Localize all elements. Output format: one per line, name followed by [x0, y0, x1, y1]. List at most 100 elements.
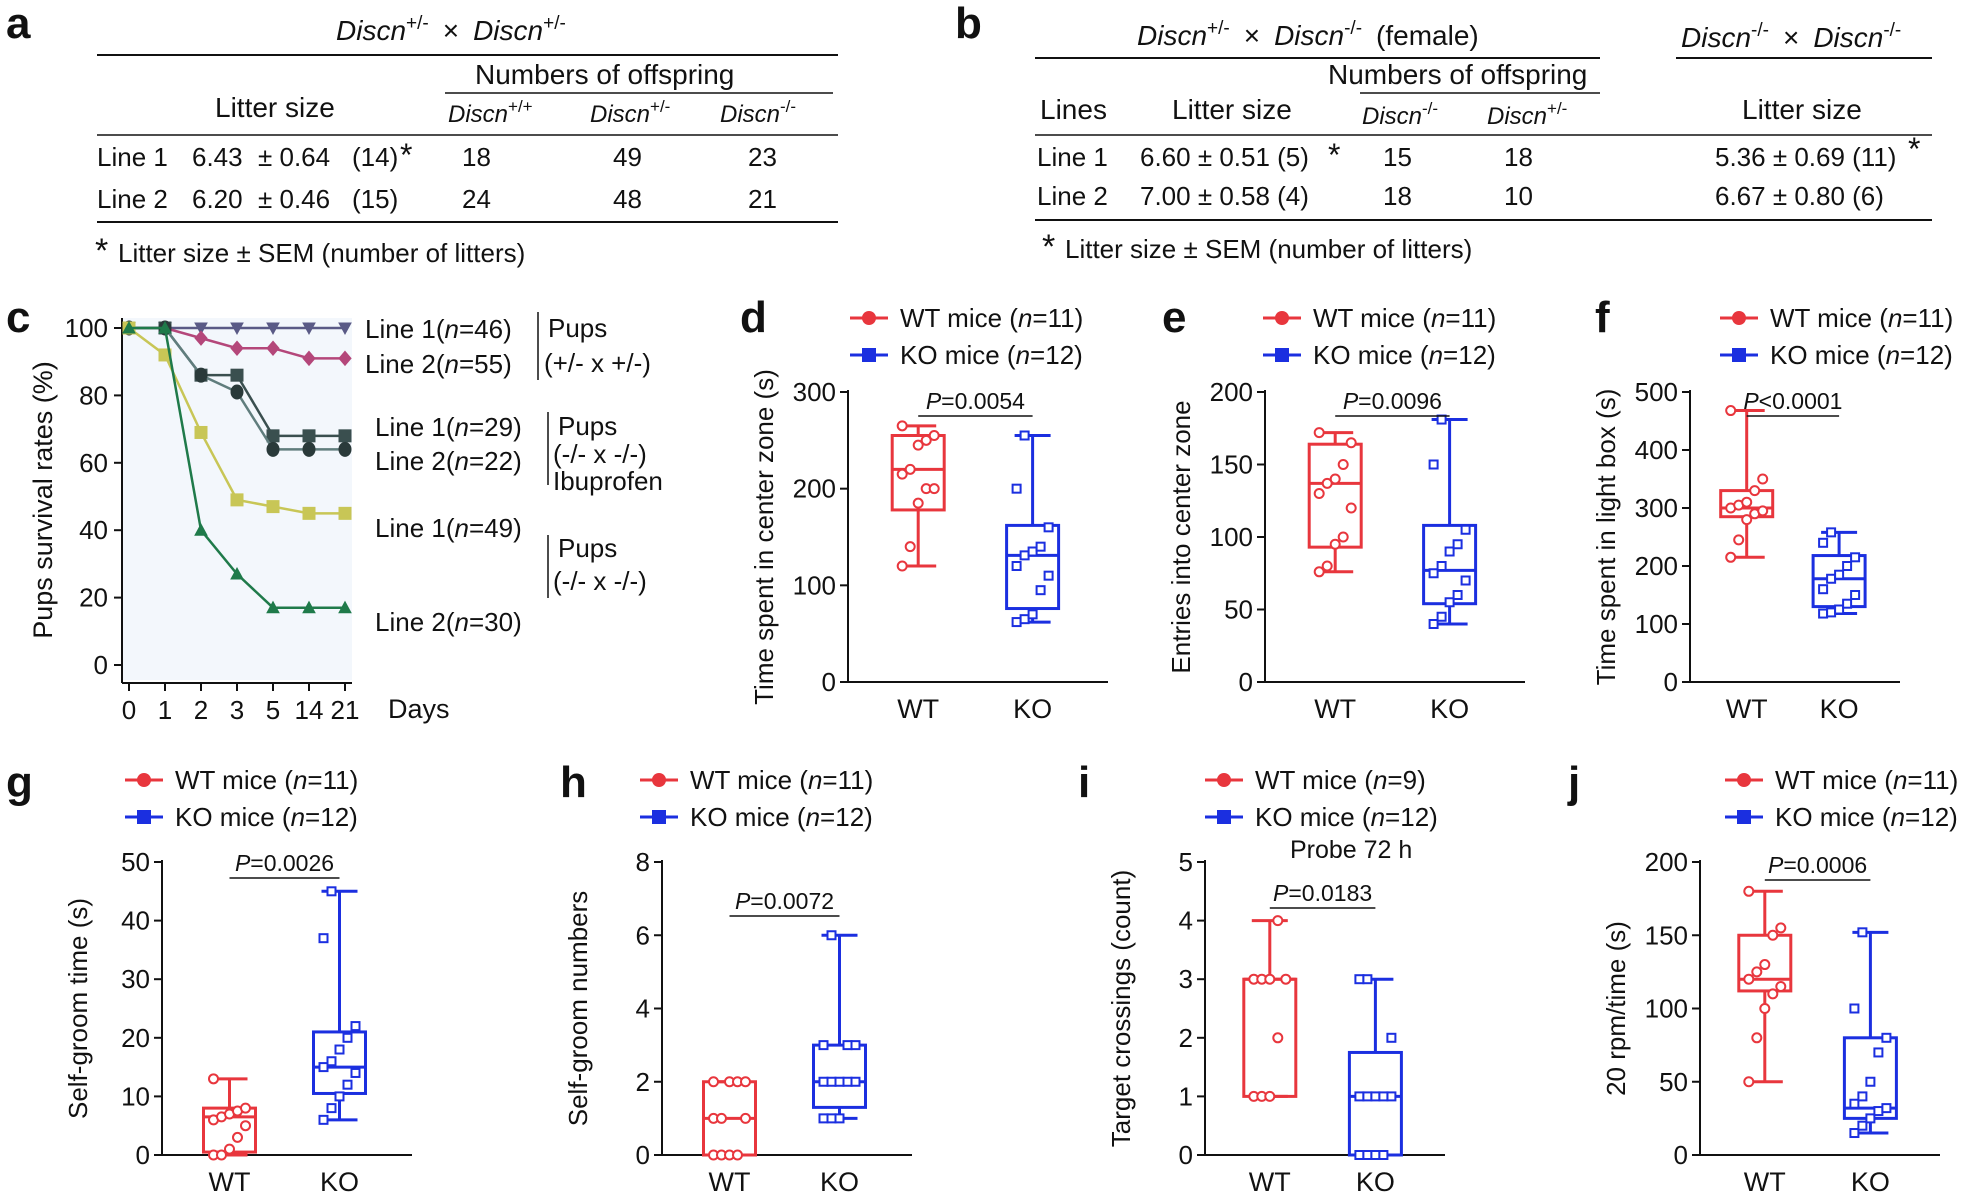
legend-ko-marker — [1217, 810, 1231, 824]
data-point — [230, 384, 244, 400]
data-point — [928, 430, 940, 441]
box-iqr — [1347, 1050, 1403, 1157]
data-point — [1313, 427, 1325, 439]
data-point — [1043, 570, 1054, 581]
data-point — [842, 1076, 853, 1087]
data-point — [338, 506, 352, 520]
y-tick-label: 0 — [94, 650, 108, 680]
data-point — [1857, 927, 1868, 938]
data-point — [1011, 561, 1022, 571]
legend-ko-marker — [1732, 348, 1746, 362]
x-tick-label: WT — [1744, 1167, 1786, 1195]
table-cell: 49 — [613, 142, 642, 172]
box-wt — [1242, 915, 1298, 1102]
panel-a-col-offspring: Numbers of offspring — [475, 59, 734, 90]
legend-wt-label: WT mice (n=11) — [1313, 303, 1496, 333]
legend-wt-label: WT mice (n=11) — [1770, 303, 1953, 333]
table-cell: ± 0.64 — [258, 142, 330, 172]
panel-a-geno-2: Discn+/- — [590, 97, 670, 128]
panel-c-y-ticks: 0 20 40 60 80 100 — [65, 313, 122, 680]
y-tick-label: 0 — [822, 667, 836, 697]
data-point — [1436, 561, 1447, 571]
data-point — [1849, 1098, 1860, 1109]
data-point — [1826, 573, 1837, 584]
x-tick-label: KO — [1820, 694, 1859, 724]
data-point — [230, 322, 244, 336]
data-point — [1444, 546, 1455, 557]
legend-ko-marker — [1275, 348, 1289, 362]
table-cell: 24 — [462, 184, 491, 214]
data-point — [194, 523, 208, 536]
x-tick-label: WT — [1249, 1167, 1291, 1195]
data-point — [1881, 1032, 1892, 1043]
panel-a-footnote: Litter size ± SEM (number of litters) — [118, 238, 525, 268]
table-cell: 23 — [748, 142, 777, 172]
y-tick-label: 10 — [121, 1081, 150, 1111]
data-point — [1452, 539, 1463, 550]
data-point — [1321, 560, 1333, 572]
box-ko — [1347, 974, 1403, 1160]
legend-ko-marker — [862, 348, 876, 362]
data-point — [1264, 973, 1276, 985]
data-point — [194, 425, 208, 439]
data-point — [1733, 534, 1745, 546]
data-point — [1873, 1106, 1884, 1117]
data-point — [1757, 473, 1769, 485]
data-point — [896, 420, 908, 432]
data-point — [1818, 584, 1829, 595]
y-tick-label: 50 — [121, 847, 150, 877]
table-cell: (15) — [352, 184, 398, 214]
box-wt — [1719, 405, 1775, 563]
x-tick-label: KO — [1430, 694, 1469, 724]
box-iqr — [1242, 977, 1298, 1098]
group-label: Pups — [558, 411, 617, 441]
y-tick-label: 50 — [1224, 595, 1253, 625]
legend-ko-label: KO mice (n=12) — [1775, 802, 1958, 832]
data-point — [818, 1040, 829, 1051]
y-tick-label: 200 — [1635, 551, 1678, 581]
group-label: (-/- x -/-) — [553, 566, 647, 596]
data-point — [912, 497, 924, 509]
table-cell: 6.67 ± 0.80 (6) — [1715, 181, 1884, 211]
panel-label-g: g — [6, 758, 33, 807]
data-point — [338, 441, 352, 457]
table-row: Line 2 7.00 ± 0.58 (4) 18 10 6.67 ± 0.80… — [1037, 181, 1884, 211]
panel-label-e: e — [1162, 293, 1186, 342]
y-tick-label: 0 — [136, 1140, 150, 1170]
legend-ko-label: KO mice (n=12) — [1313, 340, 1496, 370]
data-point — [1725, 551, 1737, 563]
y-tick-label: 2 — [1179, 1023, 1193, 1053]
table-cell: Line 2 — [97, 184, 168, 214]
data-point — [1857, 1120, 1868, 1131]
box-ko — [1422, 414, 1478, 629]
box-ko — [1005, 430, 1061, 628]
y-tick-label: 20 — [121, 1023, 150, 1053]
y-tick-label: 1 — [1179, 1081, 1193, 1111]
data-point — [318, 1114, 329, 1125]
legend-ko-marker — [137, 810, 151, 824]
y-tick-label: 4 — [1179, 906, 1193, 936]
data-point — [266, 441, 280, 457]
data-point — [1272, 915, 1284, 927]
data-point — [1362, 1091, 1373, 1102]
series-label: Line 2(n=22) — [375, 446, 522, 476]
panel-b-table: Discn+/- × Discn-/- (female) Discn-/- × Discn… — [1035, 18, 1932, 266]
y-tick-label: 5 — [1179, 847, 1193, 877]
group-label: (-/- x -/-) — [553, 439, 647, 469]
data-point — [216, 1149, 227, 1161]
table-cell: * — [400, 137, 412, 173]
x-tick-label: 0 — [122, 695, 136, 725]
data-point — [1759, 959, 1771, 971]
data-point — [1035, 585, 1046, 596]
panel-a-geno-3: Discn-/- — [720, 97, 796, 128]
data-point — [818, 1113, 829, 1124]
data-point — [1743, 885, 1755, 897]
panel-b-col-lines: Lines — [1040, 94, 1107, 125]
data-point — [338, 429, 352, 443]
panel-label-f: f — [1595, 293, 1610, 342]
data-point — [1857, 1091, 1868, 1102]
table-cell: Line 2 — [1037, 181, 1108, 211]
data-point — [326, 1103, 337, 1114]
data-point — [850, 1040, 861, 1051]
data-point — [896, 468, 908, 480]
